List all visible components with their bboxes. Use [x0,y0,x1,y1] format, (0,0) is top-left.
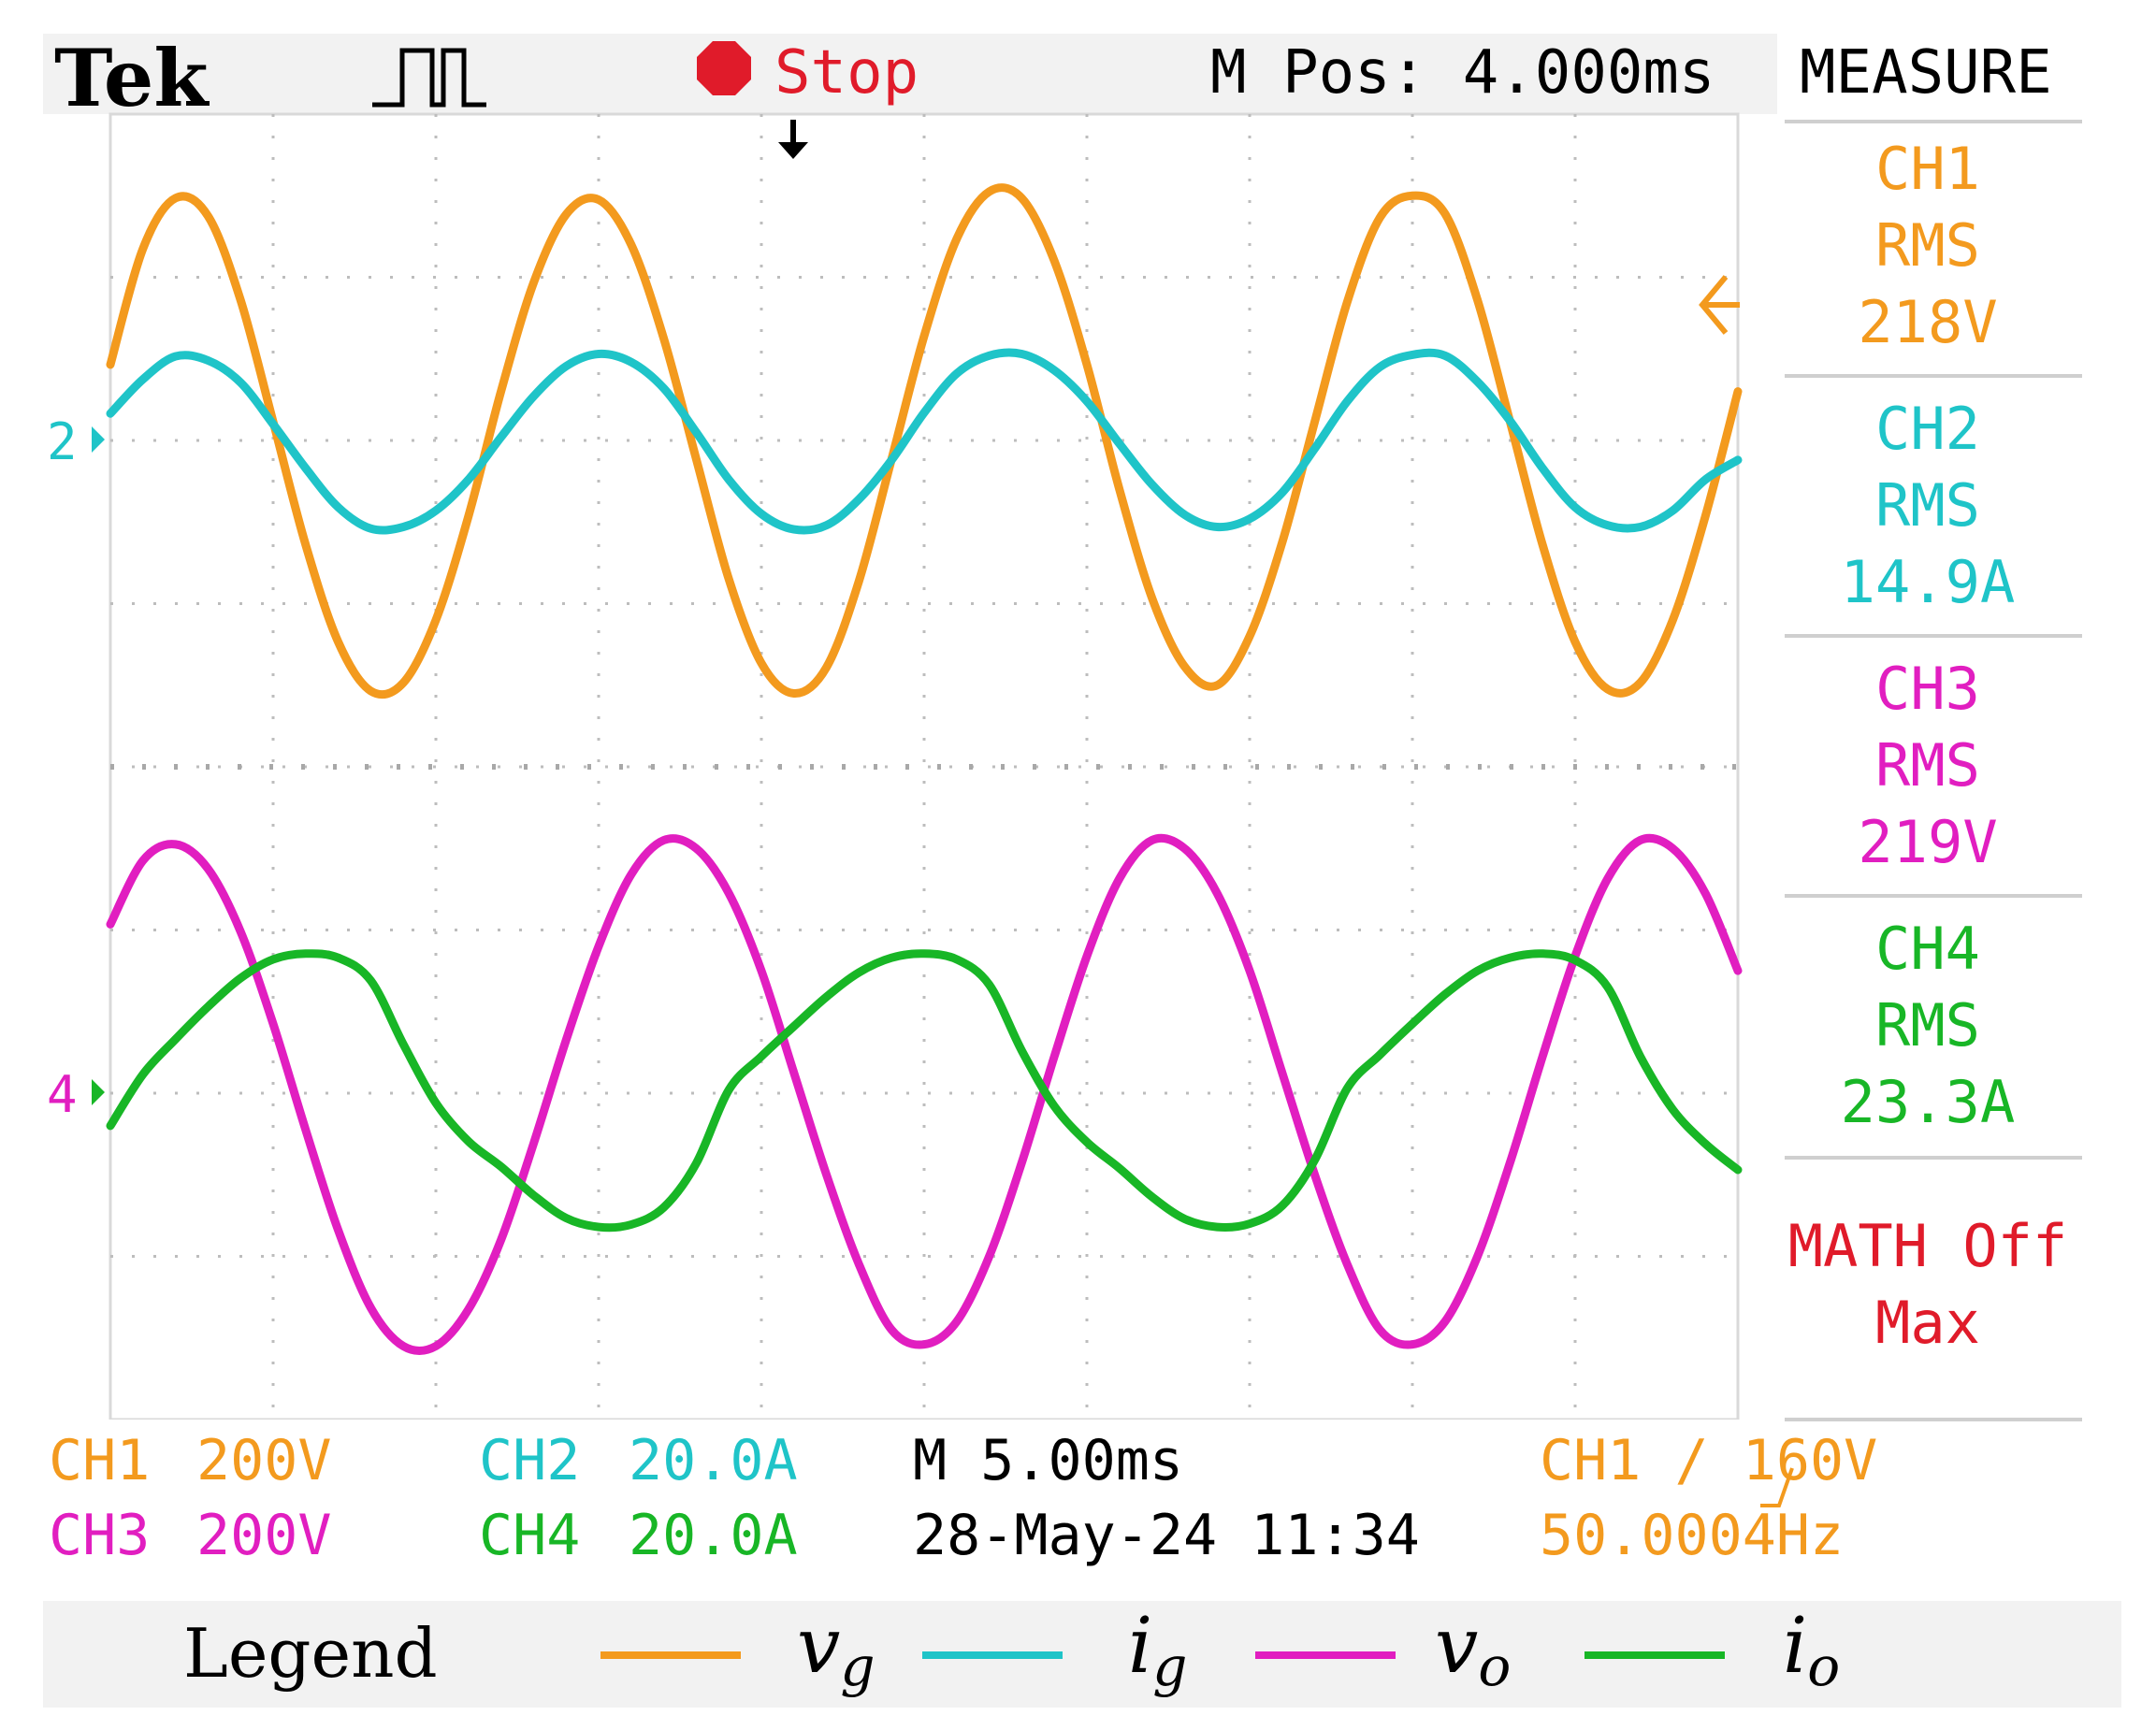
footer-ch1-label: CH1 [49,1428,151,1493]
footer-trigger: CH1 ∕ 160V [1540,1428,1878,1493]
ch2-marker-label: 2 [47,412,78,471]
footer-ch2-label: CH2 [479,1428,581,1493]
legend-vg-sub: g [840,1635,875,1698]
legend-swatch-vo [1255,1651,1396,1659]
waveform-traces [106,183,1743,1355]
measure-ch3-type: RMS [1875,731,1980,800]
legend-vo-base: v [1435,1602,1479,1691]
footer-ch3-scale: 200V [196,1503,332,1568]
measure-ch4-type: RMS [1875,991,1980,1060]
footer-ch3-label: CH3 [49,1503,151,1568]
legend-io-base: i [1783,1602,1808,1691]
acquisition-icon [372,48,486,108]
trigger-slope-icon [1760,1467,1794,1507]
measure-ch1-type: RMS [1875,211,1980,280]
measure-ch4-channel[interactable]: CH4 [1875,915,1980,983]
menu-title[interactable]: MEASURE [1800,38,2052,108]
ch2-ground-marker-icon [92,426,105,453]
footer-band [43,1420,2121,1601]
footer-frequency: 50.0004Hz [1540,1503,1845,1568]
measure-ch2-value: 14.9A [1840,548,2016,616]
legend-ig-base: i [1128,1602,1153,1691]
run-state-label: Stop [774,38,919,108]
footer-date: 28-May-24 11:34 [913,1503,1420,1568]
measure-ch1-value: 218V [1858,288,1998,356]
legend-label-vo: vo [1435,1608,1511,1694]
legend-title: Legend [183,1614,438,1693]
legend-swatch-vg [600,1651,741,1659]
footer-ch2-scale: 20.0A [629,1428,798,1493]
trigger-position-arrow-icon [778,120,808,159]
trace-ch4 [106,949,1743,1233]
measure-math-type: Max [1875,1289,1980,1357]
ch34-marker-label: 4 [47,1065,78,1124]
legend-swatch-io [1584,1651,1725,1659]
footer-ch4-label: CH4 [479,1503,581,1568]
header-band [43,34,1777,114]
legend-io-sub: o [1807,1635,1841,1698]
ch34-ground-marker-icon [92,1079,105,1105]
footer-ch1-scale: 200V [196,1428,332,1493]
measure-ch2-channel[interactable]: CH2 [1875,395,1980,463]
horizontal-position-readout: M Pos: 4.000ms [1210,38,1715,108]
legend-label-io: io [1783,1608,1840,1694]
brand-logo: Tek [54,32,209,124]
measure-ch2-type: RMS [1875,471,1980,540]
legend-vg-base: v [797,1602,841,1691]
measure-ch3-value: 219V [1858,808,1998,876]
legend-swatch-ig [922,1651,1063,1659]
measure-ch4-value: 23.3A [1840,1068,2016,1136]
trace-ch1 [106,183,1743,699]
legend-vo-sub: o [1478,1635,1512,1698]
footer-timebase: M 5.00ms [913,1428,1183,1493]
legend-ig-sub: g [1152,1635,1188,1698]
measure-menu-separators [1785,120,2082,1421]
legend-label-vg: vg [797,1608,875,1694]
measure-ch3-channel[interactable]: CH3 [1875,655,1980,723]
footer-ch4-scale: 20.0A [629,1503,798,1568]
legend-bar: Legend vg ig vo io [43,1601,2121,1708]
measure-ch1-channel[interactable]: CH1 [1875,135,1980,203]
trace-ch2 [106,348,1743,535]
measure-math-channel[interactable]: MATH Off [1787,1212,2068,1280]
trace-ch3 [106,833,1743,1355]
stop-octagon-icon [697,41,751,95]
trigger-level-arrow-icon [1699,275,1740,335]
legend-label-ig: ig [1128,1608,1187,1694]
